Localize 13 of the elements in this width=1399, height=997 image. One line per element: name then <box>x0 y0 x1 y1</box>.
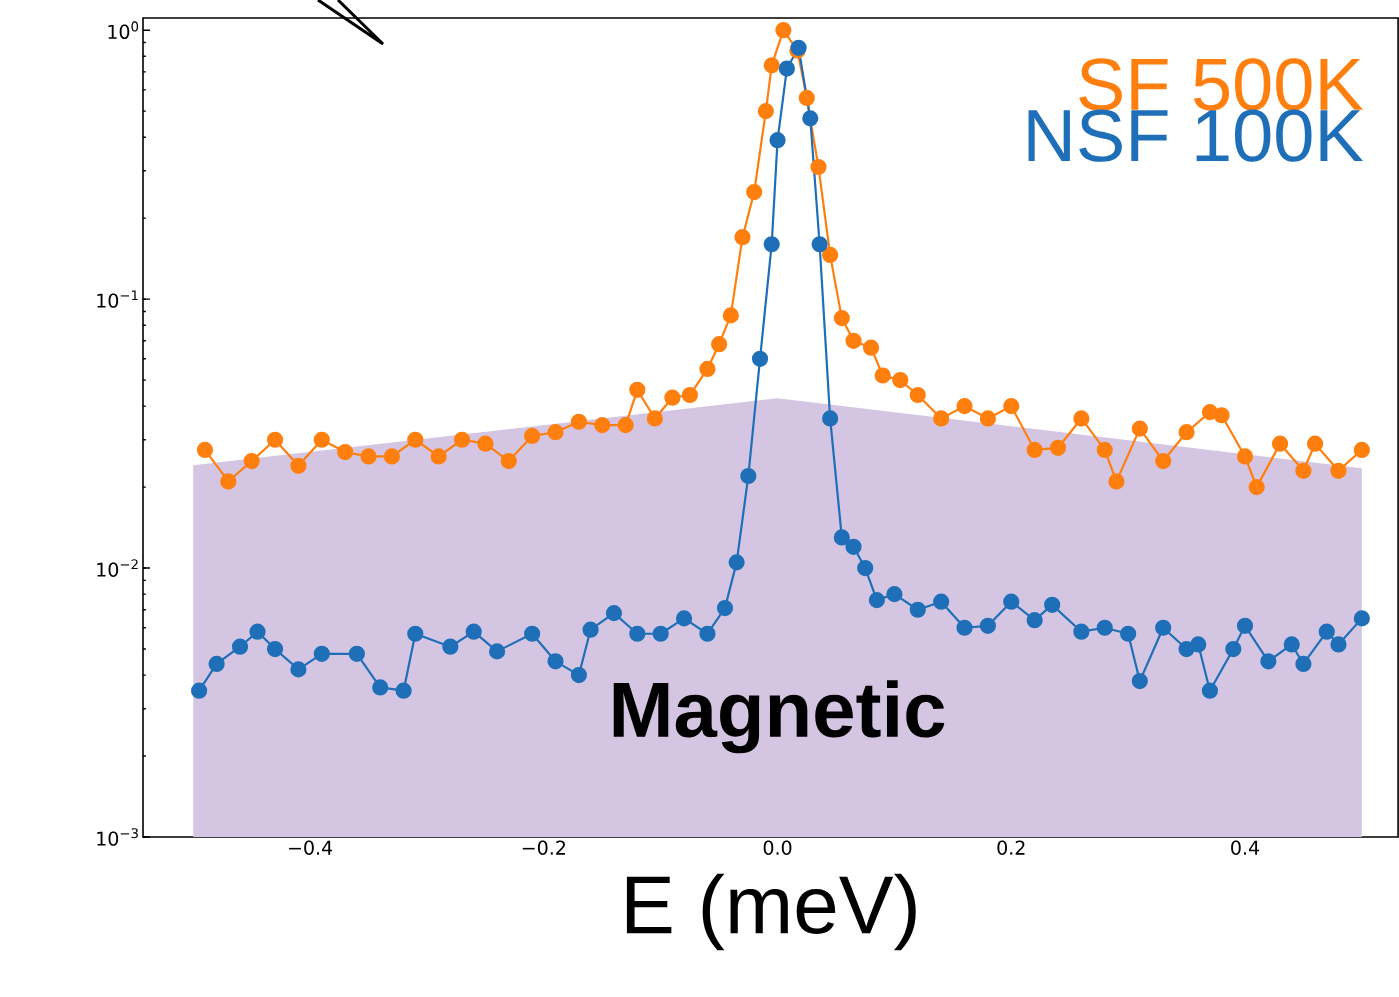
x-tick-label: 0.0 <box>763 840 792 855</box>
text: SF 500K <box>1079 58 1363 111</box>
text: NSF 100K <box>1028 109 1363 162</box>
x-tick-label: 0.4 <box>1231 840 1260 855</box>
y-tick-label: 10$^{−1}$ <box>97 290 138 308</box>
y-tick-label: 10$^{−3}$ <box>97 828 138 846</box>
x-tick-label: −0.2 <box>522 840 565 855</box>
y-tick-label: 10$^{0}$ <box>108 21 139 39</box>
series-label: Magnetic <box>613 680 945 754</box>
x-tick-label: 0.2 <box>997 840 1025 855</box>
y-tick-label: 10$^{−2}$ <box>97 559 138 577</box>
x-tick-label: −0.4 <box>289 840 333 855</box>
x-axis-title: E (meV) <box>626 873 916 951</box>
